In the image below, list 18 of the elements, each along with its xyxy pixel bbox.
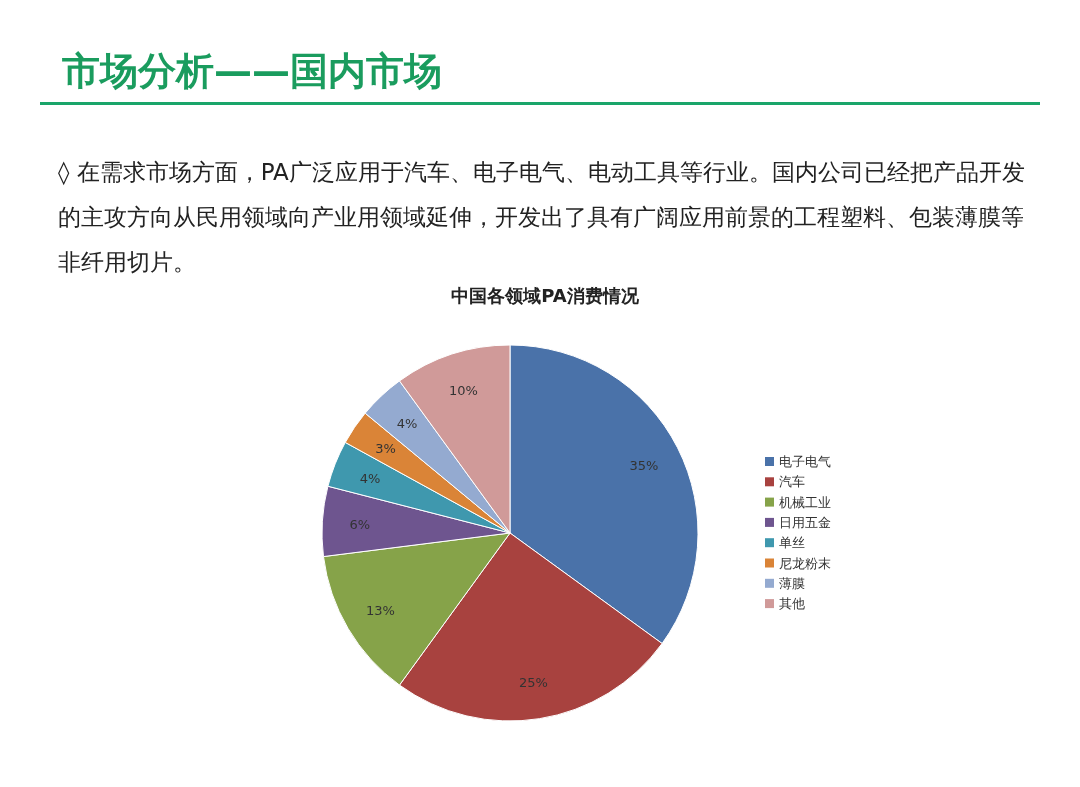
- legend-label: 尼龙粉末: [779, 555, 831, 571]
- data-label: 6%: [349, 516, 371, 532]
- data-label: 3%: [375, 441, 396, 457]
- paragraph: ◊ 在需求市场方面，PA广泛应用于汽车、电子电气、电动工具等行业。国内公司已经把产品开发的主攻方向从民用领域向产业用领域延伸，开发出了具有广阔应用前景的工程塑料、包装薄膜等非纤用切片。: [58, 158, 1026, 277]
- data-label: 4%: [396, 416, 418, 432]
- legend-label: 汽车: [779, 474, 805, 490]
- legend-label: 日用五金: [779, 514, 831, 530]
- legend-label: 单丝: [779, 535, 805, 551]
- data-label: 4%: [359, 470, 381, 486]
- data-label: 25%: [519, 674, 548, 690]
- legend-label: 其他: [779, 596, 805, 612]
- legend-label: 机械工业: [779, 494, 831, 510]
- chart-title: 中国各领域PA消费情况: [451, 285, 640, 306]
- data-label: 13%: [366, 602, 395, 618]
- data-label: 35%: [629, 457, 659, 473]
- data-label: 10%: [449, 382, 478, 398]
- legend-label: 薄膜: [779, 575, 805, 591]
- legend-label: 电子电气: [779, 454, 831, 469]
